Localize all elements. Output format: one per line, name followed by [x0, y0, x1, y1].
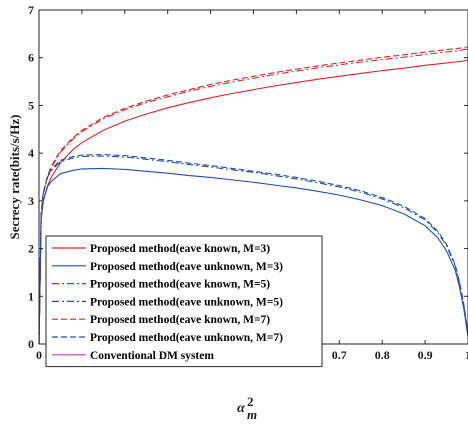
- y-tick-label: 6: [28, 51, 34, 65]
- legend-box: [45, 235, 323, 368]
- legend-entry-label: Proposed method(eave known, M=7): [90, 314, 270, 326]
- x-axis-label-subscript: m: [247, 407, 257, 422]
- y-tick-label: 4: [28, 146, 34, 160]
- legend-entry-label: Proposed method(eave unknown, M=3): [90, 261, 283, 273]
- legend: Proposed method(eave known, M=3) Proposed…: [45, 235, 323, 368]
- y-tick-label: 3: [28, 194, 34, 208]
- series-line-3: [38, 48, 468, 345]
- y-tick-label: 7: [28, 3, 34, 17]
- series-line-4: [38, 155, 468, 345]
- x-axis-label-symbol: α: [237, 401, 245, 416]
- y-axis-label: Secrecy rate(bits/s/Hz): [7, 114, 22, 239]
- x-tick-label: 0.8: [375, 348, 390, 362]
- x-axis-label-superscript: 2: [247, 394, 254, 409]
- legend-entry-label: Conventional DM system: [90, 350, 214, 362]
- x-tick-label: 0: [36, 348, 42, 362]
- y-tick-label: 1: [28, 289, 34, 303]
- x-axis-label: α: [237, 401, 245, 416]
- x-tick-label: 0.7: [332, 348, 347, 362]
- series-line-5: [38, 46, 468, 345]
- x-tick-label: 0.9: [418, 348, 433, 362]
- series-line-6: [38, 154, 468, 345]
- legend-entry-label: Proposed method(eave unknown, M=5): [90, 296, 283, 308]
- series-line-2: [38, 167, 468, 345]
- y-tick-label: 0: [28, 337, 34, 351]
- legend-entry-label: Proposed method(eave known, M=5): [90, 279, 270, 291]
- legend-entry-label: Proposed method(eave known, M=3): [90, 243, 270, 255]
- x-tick-label: 1: [465, 348, 468, 362]
- legend-entry-label: Proposed method(eave unknown, M=7): [90, 332, 283, 344]
- y-tick-label: 2: [28, 242, 34, 256]
- series-line-1: [38, 59, 468, 345]
- y-tick-label: 5: [28, 98, 34, 112]
- series-layer: [38, 46, 468, 345]
